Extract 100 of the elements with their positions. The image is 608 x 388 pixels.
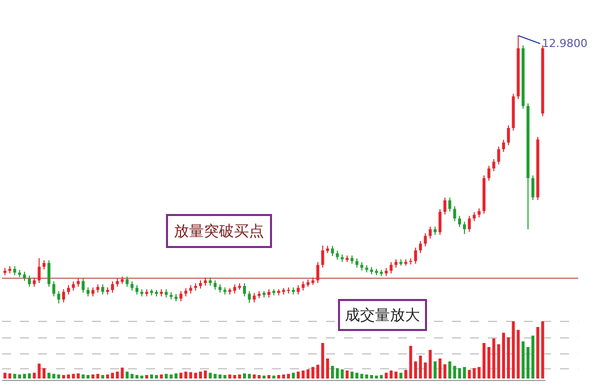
bar xyxy=(380,375,383,378)
bar xyxy=(277,375,280,378)
annotation: 放量突破买点 xyxy=(174,222,264,240)
bar xyxy=(42,368,46,378)
bar xyxy=(214,374,217,378)
candlestick xyxy=(492,158,496,172)
bar xyxy=(302,370,305,378)
bar xyxy=(223,375,226,378)
bar xyxy=(399,372,402,378)
bar xyxy=(374,376,378,378)
candlestick xyxy=(101,284,104,296)
candlestick xyxy=(57,290,60,304)
candlestick xyxy=(462,221,466,235)
bar xyxy=(541,321,544,378)
candlestick xyxy=(52,280,56,297)
bar xyxy=(13,374,16,378)
bar xyxy=(150,374,154,378)
candlestick xyxy=(179,290,182,302)
candlestick xyxy=(502,139,506,152)
bar xyxy=(179,372,182,378)
bar xyxy=(62,375,66,378)
bar xyxy=(96,374,100,378)
bar xyxy=(311,367,314,378)
bar xyxy=(67,374,70,378)
candlestick xyxy=(126,276,129,288)
bar xyxy=(101,375,104,378)
bar xyxy=(438,358,442,378)
bar xyxy=(512,321,515,378)
bar xyxy=(38,364,41,378)
bar xyxy=(267,375,270,378)
bar xyxy=(434,361,437,378)
annotation: 12.9800 xyxy=(542,37,588,50)
bar xyxy=(306,369,310,378)
candlestick xyxy=(248,290,251,304)
candlestick xyxy=(355,258,358,268)
bar xyxy=(390,370,393,378)
bar xyxy=(478,367,481,378)
candlestick xyxy=(531,174,534,201)
candlestick xyxy=(47,260,50,288)
bar xyxy=(204,370,207,378)
bar xyxy=(370,375,374,378)
candlestick xyxy=(414,247,418,264)
bar xyxy=(506,337,510,378)
bar xyxy=(258,375,261,378)
candlestick xyxy=(478,208,481,218)
bar xyxy=(91,374,94,378)
candlestick xyxy=(42,260,46,270)
candlestick xyxy=(331,245,334,256)
bar xyxy=(248,374,251,378)
annotation: 成交量放大 xyxy=(345,306,420,324)
bar xyxy=(194,372,198,378)
bar xyxy=(135,375,138,378)
candlestick xyxy=(130,280,134,292)
bar xyxy=(160,374,163,378)
candlestick xyxy=(72,280,75,292)
bar xyxy=(336,368,339,378)
bar xyxy=(111,372,114,378)
bar xyxy=(126,372,129,378)
candlestick xyxy=(214,280,217,290)
candlestick xyxy=(321,245,324,268)
bar xyxy=(468,370,471,378)
bar xyxy=(482,343,486,378)
bar xyxy=(531,336,534,378)
candlestick xyxy=(135,284,138,296)
bar xyxy=(8,373,12,378)
candlestick xyxy=(62,288,66,303)
bar xyxy=(155,375,158,378)
candlestick xyxy=(67,284,70,296)
candlestick xyxy=(13,266,16,276)
bar xyxy=(86,375,90,378)
bar xyxy=(394,372,398,378)
bar xyxy=(199,372,202,378)
bar xyxy=(28,373,31,378)
candlestick xyxy=(390,262,393,274)
candlestick xyxy=(243,282,246,297)
bar xyxy=(458,368,462,378)
bar xyxy=(218,374,222,378)
candlestick xyxy=(336,250,339,260)
bar xyxy=(116,372,119,378)
bar xyxy=(243,373,246,378)
candlestick xyxy=(424,232,427,247)
bar xyxy=(326,358,330,378)
bar xyxy=(262,376,266,378)
candlestick xyxy=(497,146,500,165)
bar xyxy=(522,341,525,378)
bar xyxy=(18,374,22,378)
candlestick xyxy=(111,280,114,294)
bar xyxy=(130,374,134,378)
candlestick xyxy=(91,286,94,297)
candlestick xyxy=(82,278,85,294)
bar xyxy=(418,356,422,378)
bar xyxy=(526,347,530,378)
candlestick xyxy=(506,124,510,146)
bar xyxy=(355,372,358,378)
bar xyxy=(23,374,26,378)
bar xyxy=(72,374,75,378)
candlestick xyxy=(28,275,31,288)
candlestick xyxy=(86,286,90,297)
bar xyxy=(174,373,178,378)
bar xyxy=(170,374,173,378)
